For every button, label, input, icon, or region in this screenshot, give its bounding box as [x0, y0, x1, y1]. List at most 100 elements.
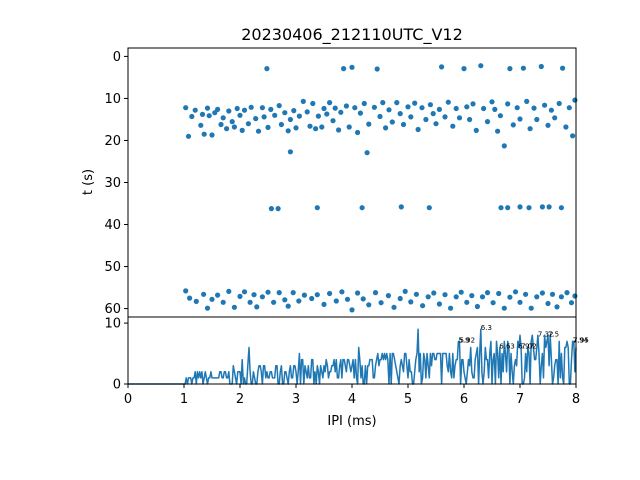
scatter-point — [408, 299, 414, 305]
scatter-point — [187, 295, 193, 301]
scatter-point — [534, 294, 540, 300]
scatter-axes: 0 10 20 30 40 50 60 t (s) — [81, 47, 578, 318]
scatter-point — [528, 305, 534, 311]
scatter-point — [474, 303, 480, 310]
scatter-point — [234, 105, 240, 112]
histogram-peak-label: 7.95 — [573, 336, 589, 344]
histogram-peak-label: 5.9 — [458, 336, 469, 344]
scatter-point — [413, 291, 419, 297]
histogram-peak-label: 7.02 — [521, 343, 537, 351]
scatter-point — [402, 288, 408, 294]
scatter-point — [198, 122, 204, 128]
scatter-point — [464, 299, 470, 305]
scatter-point — [282, 297, 288, 303]
scatter-point — [360, 296, 366, 302]
scatter-point — [505, 101, 511, 107]
scatter-point — [461, 66, 467, 72]
scatter-point — [206, 113, 212, 119]
histogram-peak-label: 6.63 — [499, 343, 515, 351]
histogram-y-tick-label: 0 — [113, 378, 121, 393]
scatter-y-tick-label: 40 — [104, 218, 121, 233]
histogram-x-tick-label: 6 — [460, 392, 468, 407]
scatter-point — [558, 294, 565, 300]
scatter-point — [220, 299, 226, 305]
scatter-point — [278, 121, 284, 128]
histogram-peak-label: 7.5 — [548, 330, 559, 338]
scatter-point — [501, 143, 507, 149]
scatter-point — [473, 127, 479, 133]
scatter-point — [495, 128, 501, 134]
scatter-point — [548, 107, 555, 113]
scatter-point — [383, 125, 389, 131]
scatter-point — [349, 307, 355, 313]
scatter-point — [496, 290, 502, 297]
scatter-point — [248, 104, 254, 110]
scatter-point — [321, 301, 327, 307]
scatter-point — [226, 288, 232, 294]
scatter-point — [507, 294, 513, 300]
scatter-point — [271, 299, 277, 305]
scatter-point — [296, 298, 302, 304]
scatter-point — [315, 113, 321, 119]
scatter-point — [272, 112, 278, 118]
scatter-point — [276, 103, 282, 109]
histogram-x-tick-label: 7 — [516, 392, 524, 407]
scatter-point — [385, 293, 391, 299]
scatter-point — [314, 205, 320, 211]
scatter-point — [261, 114, 267, 120]
scatter-point — [400, 121, 407, 128]
scatter-point — [560, 65, 566, 71]
scatter-point — [343, 103, 349, 109]
scatter-point — [450, 123, 456, 129]
histogram-x-ticks: 0 1 2 3 4 5 6 7 8 — [124, 384, 580, 407]
scatter-point — [433, 121, 439, 127]
scatter-point — [201, 291, 207, 297]
scatter-point — [563, 124, 569, 130]
scatter-point — [366, 302, 372, 308]
scatter-y-ticks: 0 10 20 30 40 50 60 — [104, 50, 128, 317]
histogram-y-tick-label: 10 — [104, 317, 121, 332]
scatter-point — [458, 289, 464, 295]
scatter-point — [204, 305, 211, 311]
scatter-point — [291, 108, 297, 114]
scatter-point — [371, 104, 377, 110]
scatter-point — [520, 65, 527, 71]
scatter-point — [319, 124, 325, 130]
scatter-point — [405, 104, 411, 110]
scatter-point — [426, 205, 432, 211]
scatter-point — [484, 290, 491, 296]
scatter-y-tick-label: 0 — [113, 50, 121, 65]
histogram-line — [128, 328, 577, 385]
scatter-point — [469, 293, 475, 299]
scatter-point — [324, 111, 330, 117]
scatter-point — [189, 113, 195, 120]
scatter-point — [568, 300, 575, 306]
scatter-point — [237, 112, 243, 118]
scatter-point — [439, 64, 445, 70]
scatter-point — [287, 116, 293, 123]
scatter-y-tick-label: 20 — [104, 134, 121, 149]
scatter-point — [445, 99, 451, 105]
histogram-x-tick-label: 5 — [404, 392, 412, 407]
scatter-point — [430, 111, 436, 117]
histogram-peak-label: 6.3 — [481, 324, 492, 332]
scatter-point — [505, 205, 511, 211]
histogram-x-tick-label: 8 — [572, 392, 580, 407]
scatter-point — [436, 106, 442, 112]
scatter-point — [427, 102, 433, 108]
scatter-point — [192, 107, 198, 113]
scatter-point — [501, 305, 507, 311]
scatter-point — [394, 100, 400, 106]
histogram-x-tick-label: 4 — [348, 392, 356, 407]
scatter-point — [523, 291, 529, 297]
scatter-point — [372, 290, 379, 296]
scatter-point — [193, 298, 199, 304]
scatter-point — [183, 288, 189, 294]
scatter-point — [255, 128, 262, 134]
scatter-point — [268, 206, 274, 212]
scatter-point — [339, 289, 345, 295]
scatter-point — [442, 114, 448, 120]
scatter-point — [566, 105, 572, 111]
scatter-point — [453, 294, 459, 300]
